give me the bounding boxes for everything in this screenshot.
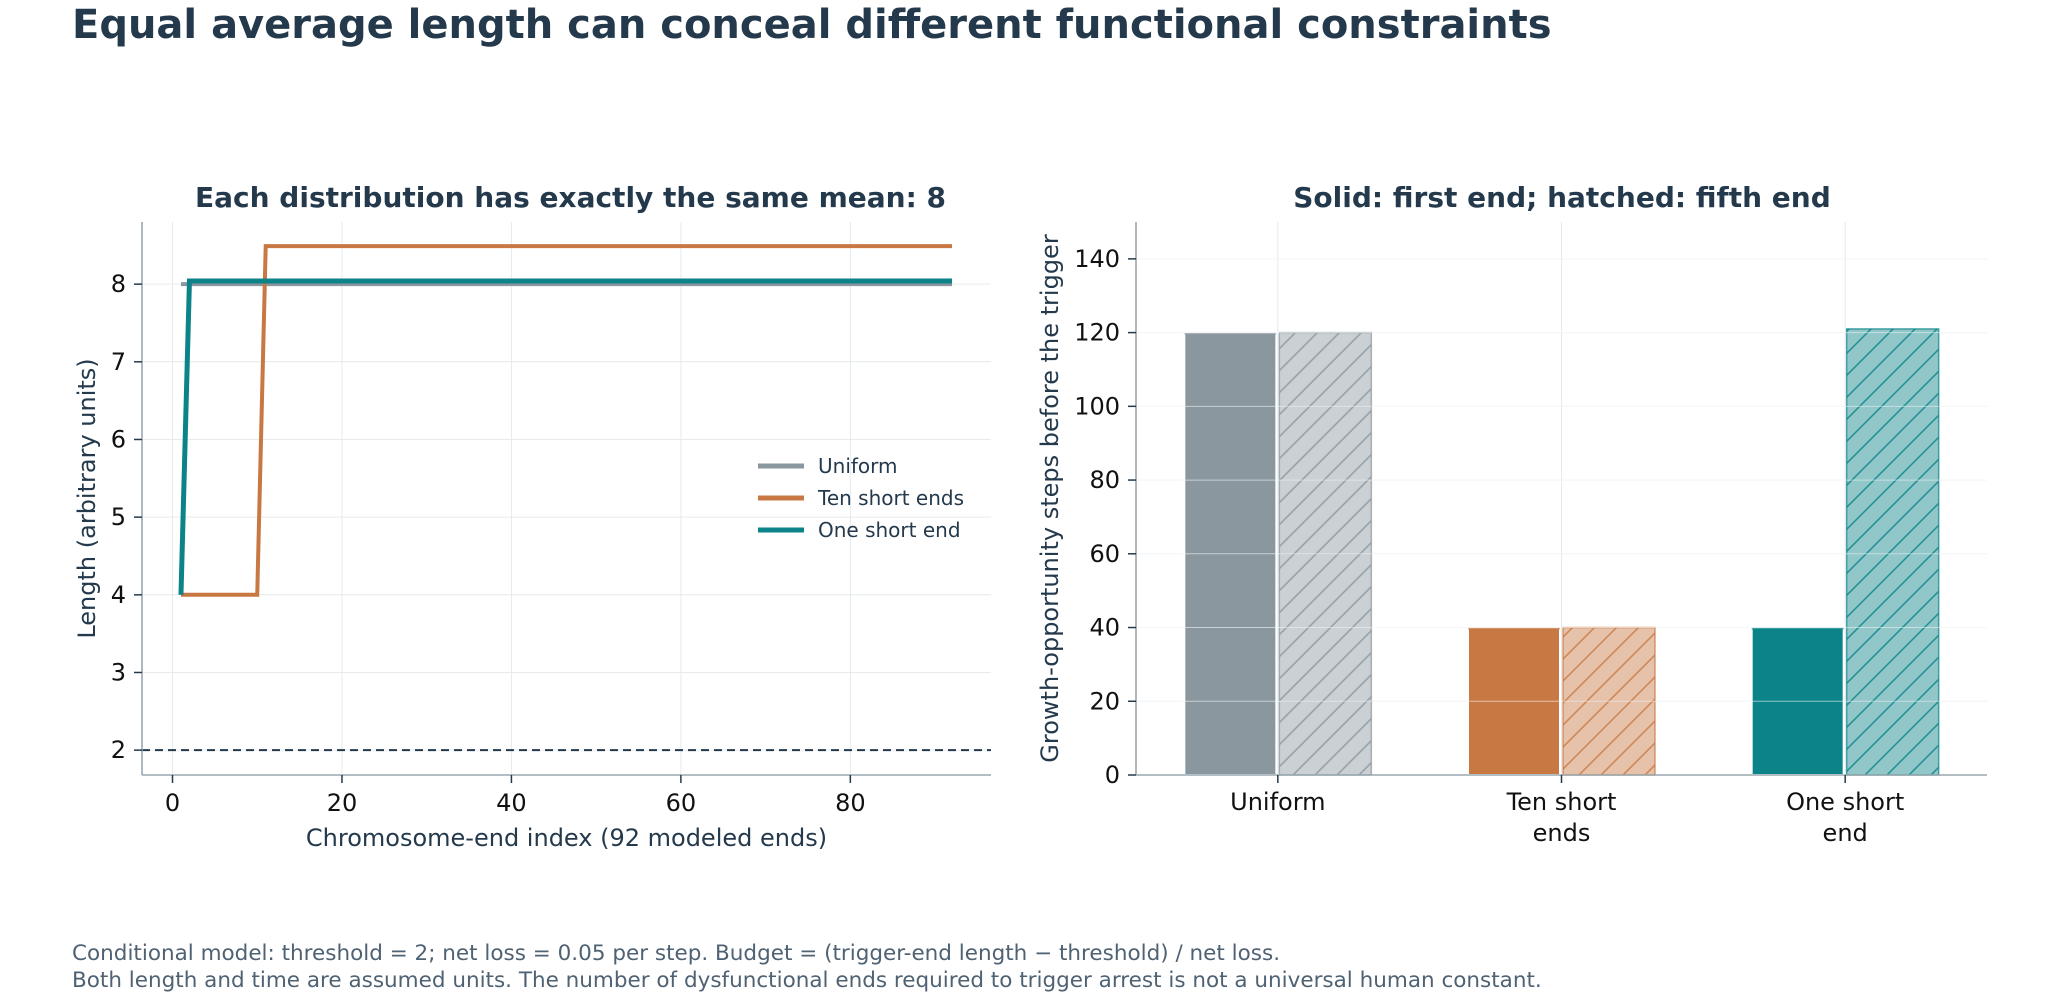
- footnote-line-1: Conditional model: threshold = 2; net lo…: [72, 941, 1281, 966]
- y-tick-label: 20: [1089, 687, 1120, 715]
- y-tick-label: 8: [111, 270, 126, 298]
- x-tick-label: 20: [327, 789, 358, 817]
- x-category-label: One short: [1786, 788, 1904, 816]
- y-axis-label: Growth-opportunity steps before the trig…: [1036, 234, 1064, 763]
- line-chart-title: Each distribution has exactly the same m…: [195, 181, 946, 214]
- bar-chart: 0 20 40 60 80 100 120 140 Uniform Ten short ends On…: [1036, 181, 1987, 847]
- x-tick-label: 60: [666, 789, 697, 817]
- y-tick-label: 5: [111, 503, 126, 531]
- series-line-one-short-end: [178, 278, 953, 595]
- y-tick-label: 60: [1089, 540, 1120, 568]
- y-tick-label: 120: [1074, 319, 1120, 347]
- y-tick-label: 3: [111, 658, 126, 686]
- figure-title: Equal average length can conceal differe…: [72, 2, 1552, 48]
- bar-chart-title: Solid: first end; hatched: fifth end: [1293, 181, 1831, 214]
- footnote: Conditional model: threshold = 2; net lo…: [72, 940, 1542, 994]
- x-tick-label: 40: [496, 789, 527, 817]
- y-tick-label: 140: [1074, 245, 1120, 273]
- x-category-label: end: [1823, 819, 1868, 847]
- legend-label: One short end: [818, 518, 961, 542]
- legend-label: Ten short ends: [817, 486, 964, 510]
- x-category-label: ends: [1533, 819, 1591, 847]
- y-tick-label: 7: [111, 348, 126, 376]
- y-tick-label: 4: [111, 581, 126, 609]
- footnote-line-2: Both length and time are assumed units. …: [72, 968, 1542, 993]
- y-tick-label: 0: [1105, 761, 1120, 789]
- x-axis-label: Chromosome-end index (92 modeled ends): [306, 824, 827, 852]
- series-line-ten-short-ends: [180, 244, 953, 597]
- x-tick-label: 0: [165, 789, 180, 817]
- y-tick-label: 6: [111, 425, 126, 453]
- legend-label: Uniform: [818, 454, 898, 478]
- line-chart: 0 20 40 60 80 2 3 4 5 6 7 8 Each distribution has ex…: [73, 181, 991, 852]
- y-axis-label: Length (arbitrary units): [73, 358, 101, 638]
- y-tick-label: 40: [1089, 614, 1120, 642]
- y-tick-label: 100: [1074, 392, 1120, 420]
- y-tick-label: 2: [111, 736, 126, 764]
- bar-fifth-end-hatch: [1845, 328, 1940, 776]
- x-category-label: Uniform: [1230, 788, 1325, 816]
- x-tick-label: 80: [835, 789, 866, 817]
- y-tick-label: 80: [1089, 466, 1120, 494]
- x-category-label: Ten short: [1506, 788, 1617, 816]
